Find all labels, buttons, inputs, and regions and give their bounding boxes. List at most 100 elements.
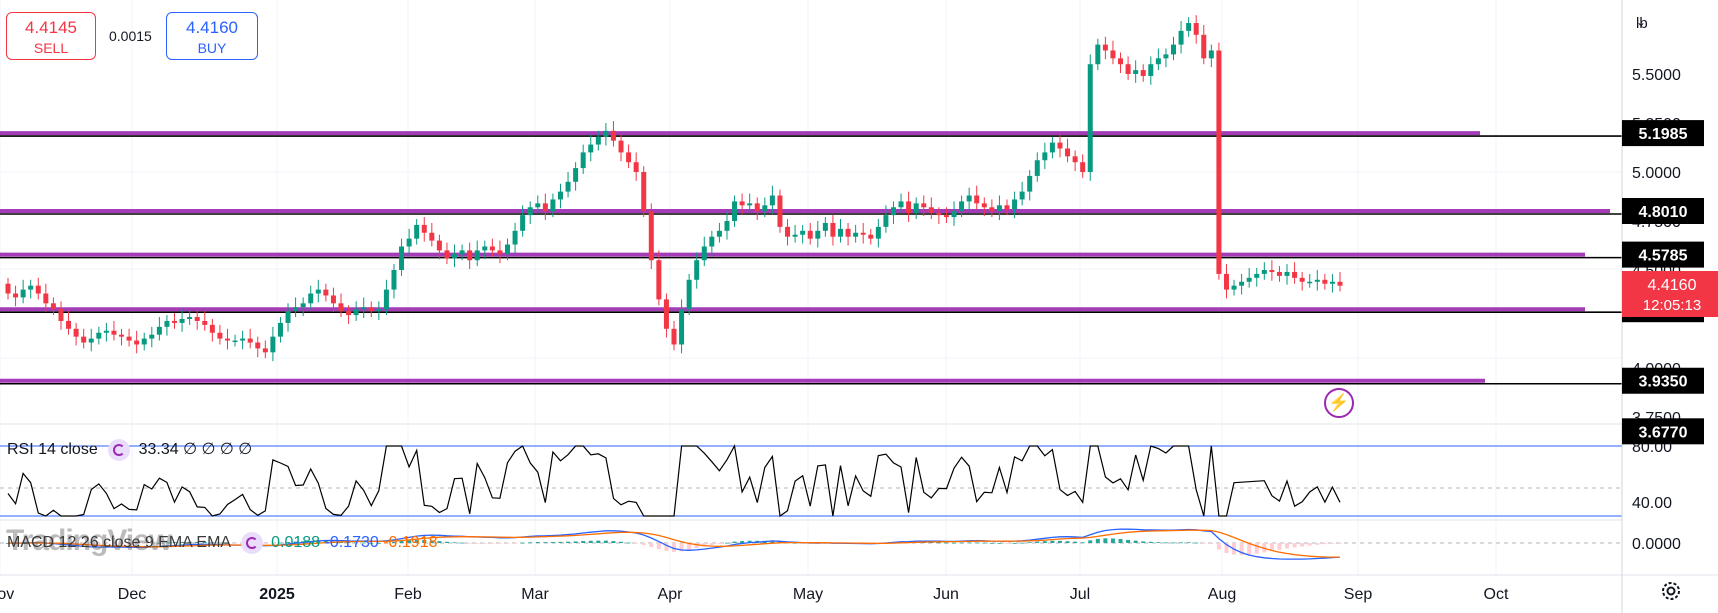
level-label: 5.1985 [1639, 126, 1688, 143]
unit-selector[interactable]: lb ⌄ [1632, 12, 1702, 42]
price-axis-tick: 5.0000 [1632, 165, 1681, 182]
macd-histogram-bar [437, 541, 442, 543]
candle-body [308, 293, 314, 304]
candle-body [482, 246, 488, 251]
candle-body [1261, 270, 1267, 274]
candle-body [512, 230, 518, 245]
candle-body [1231, 285, 1237, 290]
macd-histogram-bar [89, 543, 94, 545]
rsi-settings-icon[interactable] [108, 439, 131, 461]
candle-body [285, 311, 291, 323]
macd-histogram-bar [1239, 543, 1244, 556]
macd-histogram-bar [1156, 542, 1161, 543]
candle-body [50, 303, 56, 310]
time-axis-label: Apr [658, 586, 684, 603]
macd-histogram-bar [800, 543, 805, 544]
time-axis[interactable]: Nov Dec 2025 Feb Mar Apr May Jun Jul Aug Sep Oct [0, 586, 1509, 603]
candle-body [709, 236, 715, 247]
candle-body [1163, 54, 1169, 59]
macd-histogram-bar [1095, 538, 1100, 543]
macd-histogram-bar [566, 541, 571, 543]
candle-body [588, 144, 594, 153]
candle-body [921, 203, 927, 208]
rsi-legend[interactable]: RSI 14 close 33.34 ∅ ∅ ∅ ∅ [7, 439, 252, 461]
buy-button[interactable]: 4.4160 BUY [166, 12, 258, 60]
candle-body [1049, 142, 1055, 153]
candle-body [81, 336, 87, 343]
candle-body [565, 181, 571, 192]
candle-body [330, 295, 336, 304]
spread-value: 0.0015 [109, 28, 152, 44]
candle-body [187, 317, 193, 319]
macd-histogram-bar [573, 541, 578, 543]
candle-body [830, 222, 836, 237]
candle-body [1307, 281, 1313, 284]
macd-histogram-bar [497, 543, 502, 544]
lightning-icon[interactable]: ⚡ [1324, 388, 1354, 418]
candle-body [1178, 30, 1184, 45]
macd-settings-icon[interactable] [240, 532, 263, 554]
candle-body [928, 207, 934, 214]
macd-legend[interactable]: MACD 12 26 close 9 EMA EMA 0.0188 -0.173… [7, 532, 437, 554]
candle-body [1201, 34, 1207, 59]
candle-body [663, 299, 669, 329]
candle-body [1140, 70, 1146, 76]
macd-histogram-bar [520, 542, 525, 544]
candle-body [1042, 152, 1048, 161]
candle-body [414, 224, 420, 239]
macd-macd-value: -0.1730 [324, 534, 379, 552]
candle-body [1019, 191, 1025, 200]
candle-body [43, 293, 49, 304]
candle-body [815, 230, 821, 239]
level-label-bg [1622, 241, 1704, 268]
macd-histogram-bar [550, 542, 555, 543]
macd-histogram-bar [270, 543, 275, 544]
candle-body [194, 317, 200, 321]
level-label-bg [1622, 367, 1704, 394]
macd-histogram-bar [664, 543, 669, 551]
macd-histogram-bar [1163, 542, 1168, 544]
macd-histogram-bar [111, 543, 116, 545]
time-axis-label: May [793, 586, 823, 603]
macd-histogram-bar [1005, 543, 1009, 544]
gear-icon[interactable] [1660, 580, 1682, 602]
candle-body [754, 203, 760, 212]
macd-histogram-bar [588, 540, 593, 543]
candle-body [277, 322, 283, 337]
candle-body [633, 162, 639, 172]
candle-body [444, 250, 450, 259]
candle-body [459, 250, 465, 255]
sell-button[interactable]: 4.4145 SELL [6, 12, 96, 60]
candle-body [497, 250, 503, 255]
macd-histogram-bar [1209, 543, 1214, 544]
time-axis-label: Aug [1208, 586, 1236, 603]
candle-body [35, 285, 41, 294]
candle-body [58, 309, 64, 321]
candle-body [96, 332, 102, 339]
level-label-bg [1622, 120, 1704, 147]
candle-body [368, 307, 374, 312]
candle-body [996, 205, 1002, 212]
level-label-bg [1622, 198, 1704, 225]
sell-label: SELL [33, 40, 69, 56]
macd-histogram-bar [694, 543, 699, 549]
candle-body [505, 244, 510, 255]
macd-histogram-bar [528, 542, 533, 544]
macd-histogram-bar [217, 542, 222, 544]
candle-body [1027, 175, 1033, 192]
candle-body [88, 338, 94, 343]
level-label: 4.5785 [1639, 248, 1688, 265]
unit-label: lb [1636, 15, 1648, 32]
macd-histogram-bar [944, 542, 949, 544]
macd-signal-line [8, 529, 1340, 558]
macd-histogram-bar [429, 540, 434, 543]
macd-histogram-bar [422, 540, 427, 543]
rsi-legend-value: 33.34 [138, 441, 179, 459]
macd-histogram-bar [452, 542, 457, 544]
macd-histogram-bar [225, 542, 230, 544]
candle-body [618, 140, 624, 153]
macd-histogram-bar [293, 541, 298, 543]
price-axis-tick: 5.5000 [1632, 67, 1681, 84]
candle-body [73, 328, 79, 337]
